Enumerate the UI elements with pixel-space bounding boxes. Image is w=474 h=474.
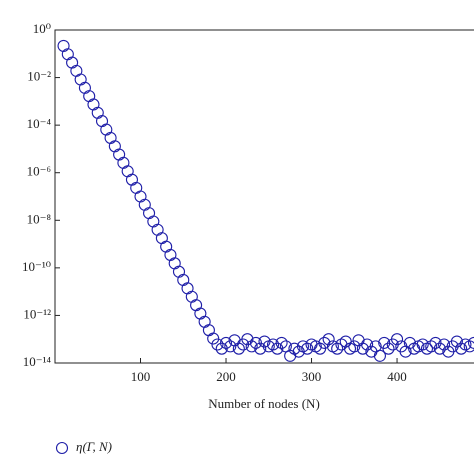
point <box>70 64 83 77</box>
x-tick-label: 100 <box>131 369 151 384</box>
y-tick-label: 10⁻⁶ <box>27 164 51 179</box>
x-tick-label: 300 <box>302 369 322 384</box>
point <box>190 299 203 312</box>
point <box>348 340 361 353</box>
point <box>450 335 463 348</box>
point <box>57 39 70 52</box>
point <box>143 207 156 220</box>
point <box>467 336 474 349</box>
point <box>108 140 121 153</box>
legend-marker <box>55 441 69 455</box>
point <box>207 332 220 345</box>
y-tick-label: 10⁰ <box>33 21 51 36</box>
point <box>121 165 134 178</box>
point <box>160 240 173 253</box>
point <box>177 273 190 287</box>
point <box>130 181 143 194</box>
point <box>181 282 194 295</box>
point <box>361 338 374 351</box>
point <box>194 307 207 320</box>
point <box>245 340 258 353</box>
point <box>91 106 104 119</box>
axes-frame <box>54 29 474 364</box>
point <box>138 198 151 211</box>
point <box>211 338 224 351</box>
point <box>74 73 87 86</box>
point <box>219 336 233 349</box>
point <box>151 223 164 236</box>
point <box>356 342 369 355</box>
x-tick-label: 200 <box>216 369 236 384</box>
point <box>172 265 186 278</box>
point <box>241 333 254 346</box>
point <box>100 123 113 136</box>
point <box>373 349 386 362</box>
point <box>104 131 117 144</box>
point <box>455 342 468 355</box>
point <box>352 334 365 347</box>
point <box>267 338 280 351</box>
point <box>224 340 237 353</box>
point <box>155 232 168 245</box>
y-tick-label: 10⁻¹² <box>23 306 51 321</box>
point <box>382 342 395 355</box>
point <box>61 48 74 61</box>
point <box>113 148 126 161</box>
y-tick-label: 10⁻⁸ <box>27 211 52 226</box>
point <box>147 215 160 228</box>
point <box>87 98 100 111</box>
point <box>117 156 130 169</box>
x-tick-label: 400 <box>387 369 407 384</box>
y-tick-label: 10⁻¹⁴ <box>23 354 52 369</box>
point <box>164 248 177 261</box>
x-axis-label: Number of nodes (N) <box>208 396 320 411</box>
point <box>168 257 181 270</box>
point <box>318 336 331 349</box>
y-tick-label: 10⁻¹⁰ <box>22 259 51 274</box>
point <box>275 336 288 349</box>
point <box>331 342 344 355</box>
point <box>95 115 109 128</box>
point <box>322 333 335 346</box>
point <box>66 56 79 69</box>
point <box>134 190 147 203</box>
point <box>185 290 198 303</box>
point <box>463 340 474 353</box>
point <box>202 324 215 337</box>
point <box>198 315 211 328</box>
point <box>78 81 91 94</box>
point <box>301 342 314 355</box>
y-tick-label: 10⁻⁴ <box>27 116 52 131</box>
point <box>83 90 96 103</box>
point <box>125 173 139 186</box>
y-tick-label: 10⁻² <box>27 69 51 84</box>
point <box>416 338 429 351</box>
point <box>433 342 446 355</box>
point <box>438 338 451 351</box>
point <box>232 342 245 355</box>
legend-label: η(Γ, N) <box>76 439 112 454</box>
point <box>254 342 267 355</box>
point <box>390 333 404 346</box>
point <box>425 340 438 353</box>
